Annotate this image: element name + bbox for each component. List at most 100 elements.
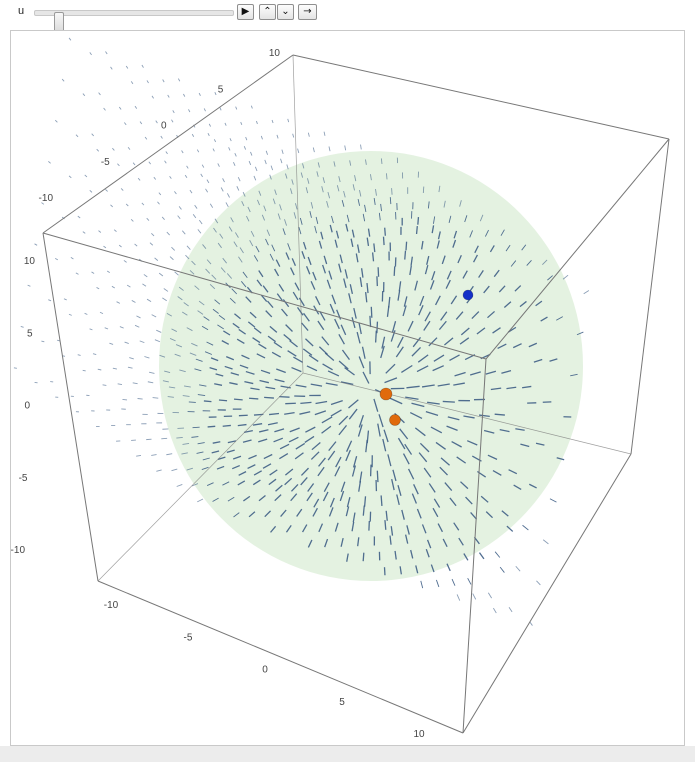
field-vector-718 — [309, 211, 312, 218]
field-vector-13 — [195, 358, 203, 362]
field-vector-69 — [89, 190, 93, 193]
field-vector-101 — [217, 456, 226, 461]
field-vector-59 — [103, 245, 107, 249]
field-vector-633 — [470, 512, 478, 520]
field-vector-276 — [340, 324, 347, 336]
field-vector-72 — [110, 66, 113, 70]
field-vector-19 — [156, 469, 162, 472]
field-vector-794 — [327, 450, 336, 461]
field-vector-659 — [401, 509, 405, 520]
field-vector-157 — [111, 285, 116, 289]
field-vector-340 — [205, 188, 209, 193]
field-vector-827 — [556, 316, 563, 321]
field-vector-156 — [104, 327, 109, 330]
field-vector-104 — [238, 328, 246, 335]
field-vector-885 — [377, 423, 381, 437]
field-vector-536 — [220, 267, 226, 273]
field-vector-880 — [424, 264, 429, 275]
field-vector-714 — [274, 378, 285, 383]
field-vector-179 — [98, 92, 101, 96]
field-vector-263 — [92, 353, 97, 356]
field-vector-687 — [338, 424, 348, 436]
u-slider[interactable] — [34, 10, 234, 32]
slider-thumb[interactable] — [53, 12, 64, 32]
faster-button[interactable]: ⌃ — [259, 4, 276, 20]
field-vector-483 — [353, 307, 357, 319]
field-vector-162 — [146, 80, 149, 84]
field-vector-642 — [449, 497, 457, 507]
field-vector-505 — [252, 479, 261, 486]
field-vector-151 — [153, 176, 157, 180]
field-vector-747 — [505, 244, 511, 252]
field-vector-869 — [432, 365, 444, 372]
field-vector-216 — [265, 150, 268, 155]
box-edge-8 — [97, 580, 464, 734]
field-vector-665 — [441, 255, 446, 265]
field-vector-308 — [227, 440, 237, 444]
positive-charge-1 — [379, 387, 393, 401]
field-vector-482 — [341, 349, 350, 361]
play-button[interactable]: ▶ — [237, 4, 254, 20]
field-vector-206 — [279, 204, 282, 211]
field-vector-260 — [155, 120, 158, 124]
field-vector-120 — [183, 385, 191, 388]
field-vector-787 — [362, 371, 370, 384]
field-vector-856 — [425, 548, 430, 558]
field-vector-868 — [425, 411, 439, 417]
field-vector-465 — [396, 336, 404, 348]
field-vector-177 — [84, 174, 88, 178]
field-vector-427 — [217, 324, 224, 330]
field-vector-564 — [412, 337, 422, 348]
field-vector-858 — [439, 466, 448, 476]
bottom-axis-tick-4: 5 — [339, 697, 345, 708]
field-vector-95 — [258, 343, 267, 350]
field-vector-870 — [438, 320, 447, 331]
field-vector-832 — [508, 469, 518, 475]
field-vector-698 — [334, 318, 340, 330]
slower-button[interactable]: ⌄ — [277, 4, 294, 20]
vector-field-plot[interactable]: 10 5 0 -5 -10 10 5 0 -5 -10 -10 -5 0 5 10 — [11, 31, 684, 745]
field-vector-400 — [276, 368, 286, 374]
box-edge-2 — [292, 54, 670, 140]
field-vector-872 — [452, 239, 457, 248]
field-vector-857 — [432, 507, 439, 518]
field-vector-641 — [442, 538, 448, 548]
box-edge-9 — [42, 232, 99, 582]
field-vector-707 — [313, 305, 320, 315]
field-vector-615 — [259, 379, 270, 384]
field-vector-470 — [346, 497, 351, 508]
field-vector-834 — [521, 385, 532, 389]
field-vector-785 — [351, 465, 357, 477]
field-vector-460 — [362, 552, 365, 562]
field-vector-74 — [41, 340, 45, 343]
field-vector-17 — [226, 193, 230, 198]
field-vector-355 — [142, 283, 147, 287]
field-vector-749 — [437, 523, 444, 533]
field-vector-751 — [451, 440, 462, 448]
field-vector-319 — [221, 340, 230, 345]
field-vector-558 — [453, 230, 458, 239]
field-vector-271 — [307, 539, 313, 548]
field-vector-415 — [216, 465, 225, 470]
direction-button[interactable]: → — [298, 4, 317, 20]
field-vector-565 — [419, 295, 425, 307]
field-vector-56 — [82, 369, 86, 372]
field-vector-191 — [253, 470, 262, 476]
field-vector-745 — [492, 327, 501, 334]
field-vector-662 — [421, 384, 435, 388]
plot-panel[interactable]: 10 5 0 -5 -10 10 5 0 -5 -10 -10 -5 0 5 10 — [10, 30, 685, 746]
field-vector-632 — [463, 553, 469, 561]
field-vector-694 — [306, 492, 313, 502]
field-vector-386 — [351, 229, 355, 238]
field-vector-616 — [267, 335, 276, 343]
field-vector-25 — [198, 219, 203, 225]
field-vector-132 — [186, 245, 191, 250]
field-vector-663 — [428, 337, 438, 347]
field-vector-420 — [253, 255, 259, 262]
field-vector-837 — [542, 259, 548, 266]
field-vector-166 — [91, 271, 95, 274]
field-vector-94 — [250, 387, 260, 391]
field-vector-534 — [204, 351, 213, 355]
field-vector-345 — [154, 339, 161, 343]
field-vector-669 — [387, 454, 392, 467]
